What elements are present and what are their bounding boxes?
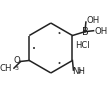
Text: OH: OH: [86, 16, 100, 25]
Text: 3: 3: [14, 66, 18, 71]
Text: HCl: HCl: [75, 41, 90, 50]
Text: OH: OH: [94, 27, 107, 36]
Text: 2: 2: [78, 69, 82, 74]
Text: NH: NH: [72, 67, 85, 76]
Text: B: B: [82, 27, 88, 37]
Text: O: O: [13, 56, 20, 65]
Text: CH: CH: [0, 64, 13, 73]
